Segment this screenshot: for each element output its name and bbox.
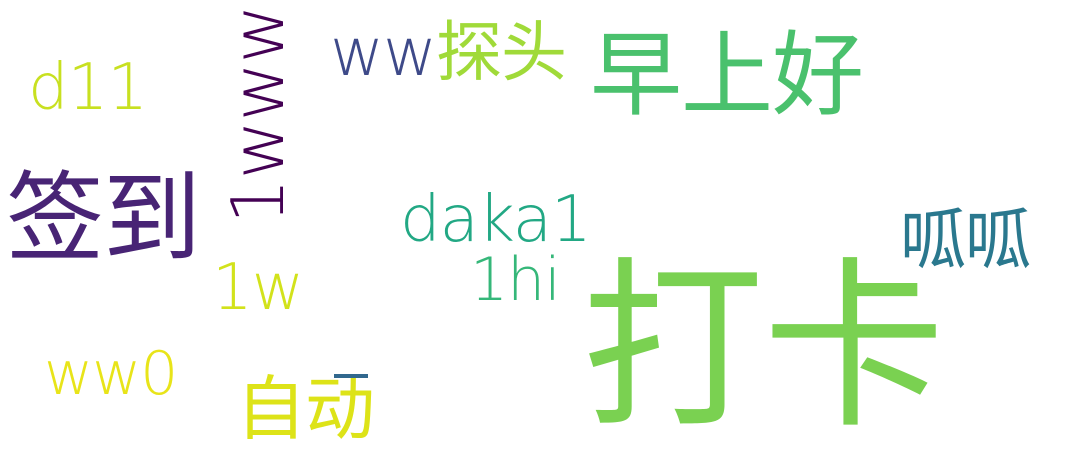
word-1www: 1www xyxy=(216,5,300,224)
word-daka: 打卡 xyxy=(582,241,945,453)
word-ww0: ww0 xyxy=(44,339,178,409)
word-1w: 1w xyxy=(212,251,304,325)
word-guagua: 呱呱 xyxy=(900,202,1031,279)
word-ww: ww xyxy=(330,14,437,91)
word-daka1: daka1 xyxy=(400,183,592,257)
word-zidong: 自动 xyxy=(236,368,375,450)
word-tantou: 探头 xyxy=(435,14,567,91)
word-zaoshanghao: 早上好 xyxy=(590,22,864,129)
word-ww-tantou: ww探头 xyxy=(330,20,567,86)
word-1hi: 1hi xyxy=(470,245,561,315)
word-d11: d11 xyxy=(28,51,148,125)
word-qiandao: 签到 xyxy=(6,162,201,276)
word-dash xyxy=(334,374,368,378)
